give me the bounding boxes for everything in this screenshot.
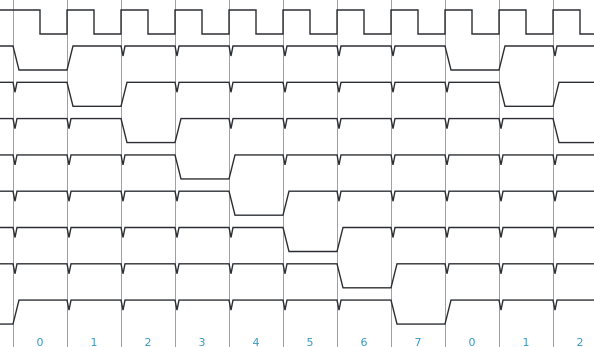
- signal-wave: [0, 226, 594, 253]
- signal-wave: [0, 45, 594, 71]
- signal-wave: [0, 154, 594, 180]
- clock-wave: [0, 9, 594, 35]
- signal-wave: [0, 263, 594, 289]
- period-label: 1: [91, 336, 98, 347]
- signal-wave: [0, 299, 594, 325]
- period-label: 2: [145, 336, 152, 347]
- period-label: 4: [253, 336, 260, 347]
- period-label: 5: [307, 336, 314, 347]
- period-label: 3: [199, 336, 206, 347]
- period-label: 0: [469, 336, 476, 347]
- period-label: 2: [577, 336, 584, 347]
- signal-wave: [0, 190, 594, 216]
- period-label: 1: [523, 336, 530, 347]
- period-label: 0: [37, 336, 44, 347]
- signal-wave: [0, 81, 594, 107]
- period-label: 6: [361, 336, 368, 347]
- signal-wave: [0, 117, 594, 144]
- period-label: 7: [415, 336, 422, 347]
